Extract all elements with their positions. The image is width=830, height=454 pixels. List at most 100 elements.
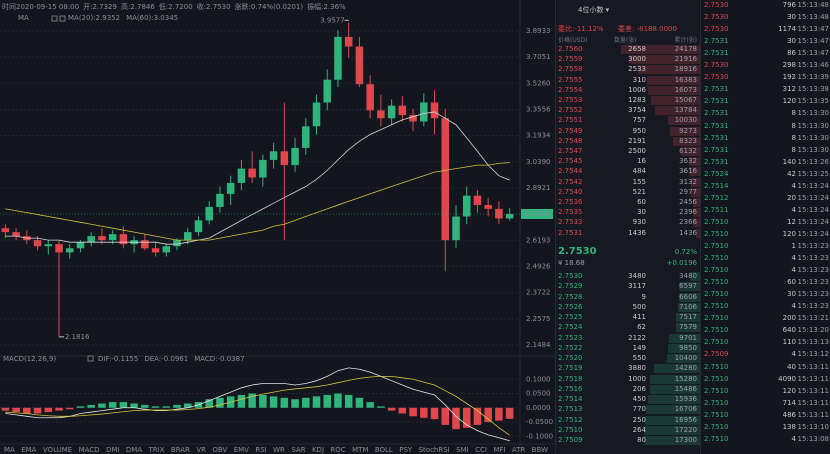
candle-body [409,115,417,122]
trade-time: 15:13:13 [797,338,829,347]
icon[interactable] [51,15,58,22]
indicator-tab[interactable]: MTM [352,446,368,454]
book-price: 2.7526 [558,302,583,311]
book-amount: 3000 [628,55,646,64]
depth-bar [648,395,701,404]
indicator-tab[interactable]: EMV [234,446,249,454]
candle-body [44,244,53,247]
candle-body [269,151,278,160]
book-total: 15486 [674,384,697,393]
candle-body [366,84,374,111]
trade-price: 2.7531 [704,97,729,106]
trade-amount: 4 [791,254,796,263]
macd-bar [420,407,428,418]
book-price: 2.7554 [558,85,583,94]
candle-body [141,240,149,249]
book-total: 14280 [674,364,697,373]
indicator-tab[interactable]: OBV [212,446,227,454]
legend-title: MA [18,14,29,22]
book-total: 6132 [679,147,697,155]
book-price: 2.7523 [558,333,583,342]
indicator-tab[interactable]: EMA [21,446,36,454]
candle-body [216,193,224,207]
candle-body [87,236,95,243]
trade-amount: 796 [782,1,796,9]
depth-bar [621,45,701,54]
macd-bar [452,407,460,430]
indicator-tab[interactable]: DMA [126,446,142,454]
indicator-tab[interactable]: ATR [512,446,526,454]
macd-bar [355,397,364,408]
indicator-tab[interactable]: DMI [106,446,120,454]
trade-amount: 192 [782,73,796,82]
trade-time: 15:13:21 [797,314,829,323]
trade-time: 15:13:10 [797,422,829,431]
trade-price: 2.7510 [704,302,729,311]
trade-time: 15:13:23 [797,302,829,311]
trade-price: 2.7510 [704,398,729,407]
icon[interactable] [87,355,94,362]
trade-amount: 312 [782,85,796,94]
indicator-tab[interactable]: BRAR [171,446,190,454]
book-price: 2.7529 [558,282,583,291]
ma-line [5,111,510,245]
indicator-tab[interactable]: ROC [330,446,345,454]
trade-price: 2.7510 [704,362,729,371]
indicator-tab[interactable]: VR [196,446,206,454]
book-amount: 411 [632,313,646,321]
depth-bar [668,333,701,343]
indicator-tab[interactable]: MA [4,446,15,454]
trade-amount: 120 [782,97,796,106]
indicator-tab[interactable]: BOLL [375,446,393,454]
candle-body [237,168,246,183]
indicator-tab[interactable]: BBW [532,446,548,454]
trade-amount: 86 [787,49,796,58]
precision-select[interactable]: 4位小数 ▾ [578,6,610,14]
trade-price: 2.7511 [704,205,729,214]
indicator-tab[interactable]: CCI [475,446,487,454]
info-text: 涨跌:0.74%(0.0201) [235,2,304,11]
book-total: 6597 [679,282,697,291]
column-header: 价格(USD) [558,37,588,44]
trade-time: 15:13:24 [797,181,829,190]
info-text: 高:2.7846 [121,2,155,11]
depth-bar [628,55,701,65]
indicator-tab[interactable]: SAR [291,446,305,454]
indicator-tab[interactable]: TRIX [148,446,165,454]
book-price: 2.7559 [558,55,583,64]
trade-price: 2.7524 [704,169,729,178]
indicator-tab[interactable]: StochRSI [419,446,450,454]
trade-amount: 4 [791,205,796,214]
indicator-tab[interactable]: VOLUME [43,446,72,454]
book-amount: 3754 [628,106,646,115]
indicator-tab[interactable]: MFI [493,446,505,454]
candle-body [355,46,364,85]
indicator-tab[interactable]: RSI [255,446,266,454]
trade-time: 15:13:23 [797,254,829,263]
candle-body [151,248,160,253]
candle-body [312,102,321,127]
indicator-tab[interactable]: PSY [399,446,413,454]
book-total: 9850 [679,343,697,352]
indicator-tab[interactable]: SMI [456,446,469,454]
trade-price: 2.7530 [704,73,729,82]
candle-body [76,242,85,249]
candle-body [452,216,460,241]
indicator-tab[interactable]: WR [273,446,285,454]
macd-bar [98,403,106,408]
trade-amount: 30 [787,290,796,299]
book-amount: 149 [632,343,646,352]
indicator-tab[interactable]: MACD [79,446,100,454]
trade-amount: 4 [791,434,796,443]
book-price: 2.7552 [558,106,583,115]
book-total: 16956 [674,415,697,424]
depth-bar [647,85,701,95]
candle-body [387,105,396,119]
trade-price: 2.7510 [704,314,729,323]
book-total: 10030 [674,116,697,125]
depth-bar [670,126,701,136]
icon[interactable] [59,15,66,22]
indicator-tab[interactable]: KDJ [312,446,324,454]
book-amount: 30 [637,208,646,217]
indicator-tab[interactable]: SKDJ [554,446,555,454]
